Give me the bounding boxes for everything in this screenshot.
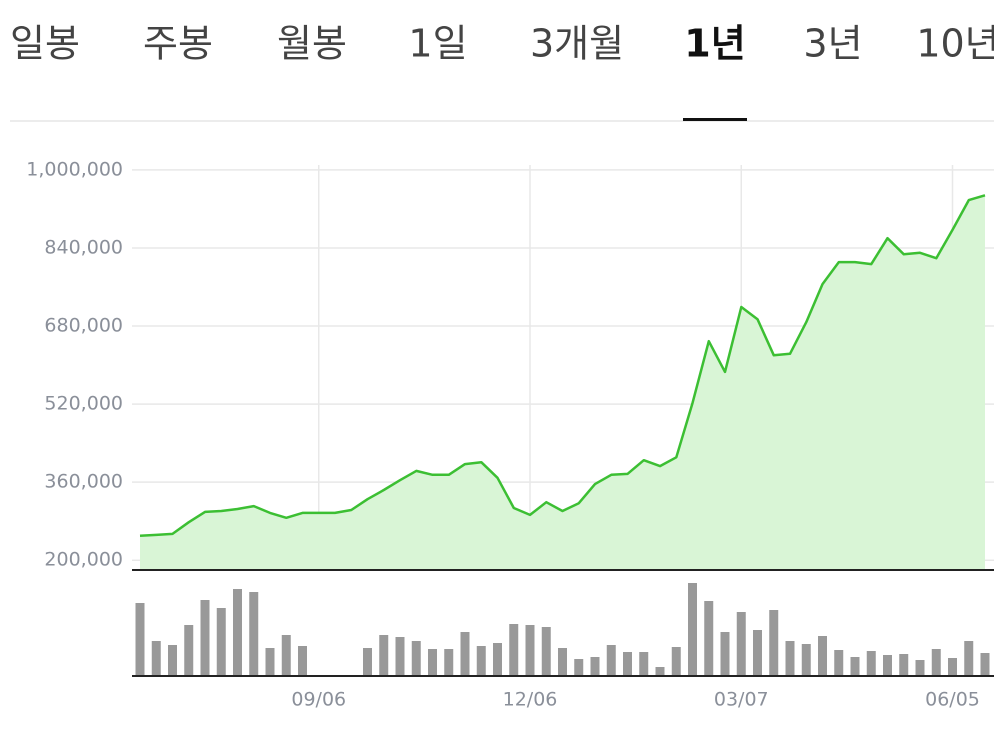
volume-bar (233, 589, 242, 676)
tab[interactable]: 일봉 (10, 22, 80, 66)
volume-bar (249, 592, 259, 676)
volume-bar (899, 654, 909, 676)
volume-bar (460, 632, 470, 676)
y-tick-label: 1,000,000 (26, 158, 123, 180)
volume-bar (525, 625, 535, 676)
volume-bar (379, 635, 389, 676)
volume-bar (558, 648, 567, 676)
volume-bar (151, 641, 161, 676)
volume-bar (980, 653, 990, 676)
volume-bar (184, 625, 194, 676)
volume-bar (866, 651, 876, 676)
tab[interactable]: 1일 (408, 22, 467, 66)
volume-bar (931, 649, 941, 676)
volume-bar (298, 646, 307, 676)
volume-bar (883, 655, 892, 676)
volume-bar (606, 645, 616, 676)
tab[interactable]: 3개월 (530, 22, 624, 66)
tab[interactable]: 월봉 (277, 22, 347, 66)
volume-bar (850, 657, 860, 676)
volume-bar (541, 627, 551, 676)
x-tick-label: 12/06 (503, 689, 558, 711)
volume-bar (753, 630, 762, 676)
volume-bar (200, 600, 210, 676)
volume-bar (801, 644, 811, 676)
volume-bar (281, 635, 291, 676)
area (140, 195, 985, 571)
x-tick-label: 03/07 (714, 689, 769, 711)
volume-bar (655, 667, 665, 676)
tab[interactable]: 10년 (916, 22, 994, 66)
volume-bar (769, 610, 779, 676)
tab[interactable]: 주봉 (143, 22, 213, 66)
volume-bar (509, 624, 519, 676)
volume-bar (704, 601, 714, 676)
volume-bar (720, 632, 730, 676)
price-line (139, 194, 986, 538)
y-tick-label: 680,000 (44, 315, 123, 337)
volume-bar (265, 648, 275, 676)
volume-bar (135, 603, 145, 676)
volume-bar (688, 583, 697, 676)
volume-bar (948, 658, 957, 676)
volume-bar (785, 641, 795, 676)
volume-bar (411, 641, 421, 676)
volume-bar (574, 659, 584, 676)
y-tick-label: 200,000 (44, 549, 123, 571)
y-tick-label: 520,000 (44, 393, 123, 415)
volume-bar (964, 641, 974, 676)
y-tick-label: 360,000 (44, 471, 123, 493)
x-tick-label: 09/06 (291, 689, 346, 711)
volume-bar (363, 648, 372, 676)
volume-bar (216, 608, 226, 676)
tab-underline (683, 118, 747, 121)
volume-bar (736, 612, 746, 676)
x-tick-label: 06/05 (925, 689, 980, 711)
volume-bar (476, 646, 486, 676)
tab[interactable]: 3년 (803, 22, 862, 66)
volume-bar (834, 650, 844, 676)
volume-bar (818, 636, 827, 676)
volume-bar (428, 649, 437, 676)
volume-bar (623, 652, 632, 676)
volume-bar (590, 657, 600, 676)
volume-bar (639, 652, 649, 676)
volume-bar (493, 643, 502, 676)
volume-bar (444, 649, 454, 676)
volume-bar (168, 645, 177, 676)
tab[interactable]: 1년 (684, 22, 745, 66)
y-tick-label: 840,000 (44, 236, 123, 258)
volume-bar (671, 647, 681, 676)
volume-bar (395, 637, 405, 676)
volume-bar (915, 660, 925, 676)
